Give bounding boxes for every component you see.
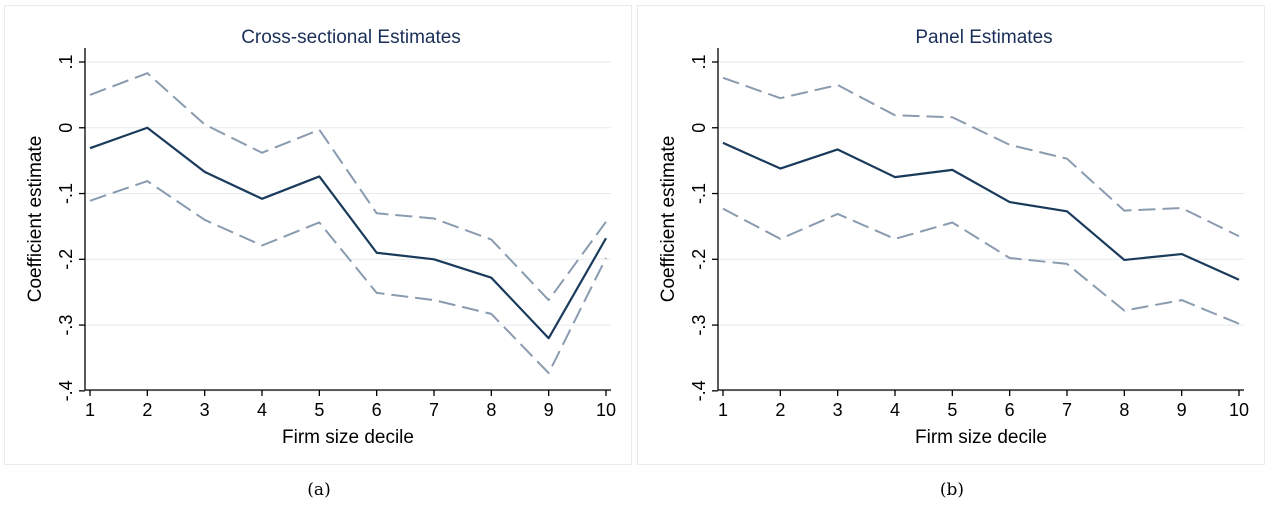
x-tick-label: 5 — [947, 400, 957, 420]
chart-panel-b: .1 0 -.1 -.2 -.3 -.4 1 2 3 4 5 6 7 8 9 10 Panel Estimate… — [637, 5, 1265, 465]
y-tick-label: 0 — [689, 123, 709, 133]
y-tick-label: -.2 — [689, 249, 709, 270]
series-line-lower — [722, 207, 1240, 325]
chart-panel-a: .1 0 -.1 -.2 -.3 -.4 1 2 3 4 5 6 7 8 9 10 Cross-sectiona… — [4, 5, 632, 465]
x-tick-label: 4 — [890, 400, 900, 420]
y-tick-label: -.2 — [56, 249, 76, 270]
x-axis-label: Firm size decile — [282, 427, 414, 448]
x-tick-label: 3 — [200, 400, 210, 420]
chart-a: .1 0 -.1 -.2 -.3 -.4 1 2 3 4 5 6 7 8 9 10 Cross-sectiona… — [25, 27, 616, 448]
x-tick-label: 5 — [314, 400, 324, 420]
x-tick-label: 2 — [142, 400, 152, 420]
y-tick-label: -.1 — [56, 183, 76, 204]
y-tick-label: -.1 — [689, 183, 709, 204]
y-tick-label: -.3 — [56, 315, 76, 336]
y-tick-label: .1 — [56, 54, 76, 69]
series-line-estimate — [722, 141, 1240, 281]
x-tick-label: 10 — [596, 400, 616, 420]
y-tick-label: -.4 — [56, 380, 76, 401]
x-axis-label: Firm size decile — [915, 427, 1047, 448]
x-tick-label: 3 — [833, 400, 843, 420]
x-tick-label: 7 — [1062, 400, 1072, 420]
series-line-lower — [89, 180, 607, 375]
x-tick-label: 2 — [775, 400, 785, 420]
chart-title: Panel Estimates — [915, 27, 1052, 48]
series-line-upper — [722, 76, 1240, 238]
x-tick-label: 10 — [1229, 400, 1249, 420]
x-tick-label: 7 — [429, 400, 439, 420]
chart-b: .1 0 -.1 -.2 -.3 -.4 1 2 3 4 5 6 7 8 9 10 Panel Estimate… — [658, 27, 1249, 448]
x-tick-label: 8 — [1119, 400, 1129, 420]
x-tick-label: 1 — [718, 400, 728, 420]
x-tick-label: 9 — [1177, 400, 1187, 420]
x-tick-label: 6 — [1005, 400, 1015, 420]
chart-title: Cross-sectional Estimates — [241, 27, 461, 48]
series-line-upper — [89, 72, 607, 302]
y-axis-label: Coefficient estimate — [25, 136, 46, 303]
y-tick-label: -.4 — [689, 380, 709, 401]
x-tick-label: 8 — [486, 400, 496, 420]
y-tick-label: -.3 — [689, 315, 709, 336]
x-tick-label: 4 — [257, 400, 267, 420]
series-line-estimate — [89, 126, 607, 340]
caption-b: (b) — [939, 480, 965, 500]
x-tick-label: 9 — [544, 400, 554, 420]
y-tick-label: .1 — [689, 54, 709, 69]
x-tick-label: 1 — [85, 400, 95, 420]
y-axis-label: Coefficient estimate — [658, 136, 679, 303]
caption-a: (a) — [307, 480, 331, 500]
y-tick-label: 0 — [56, 123, 76, 133]
x-tick-label: 6 — [372, 400, 382, 420]
